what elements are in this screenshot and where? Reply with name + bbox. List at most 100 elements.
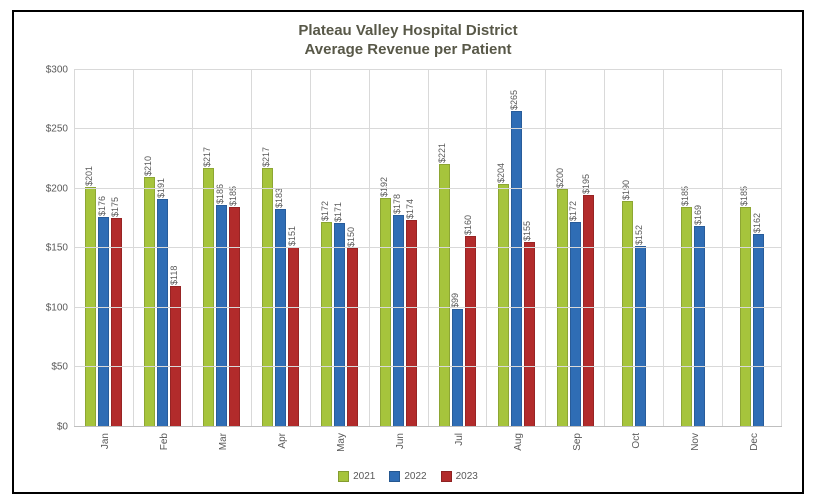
legend-label: 2023 — [456, 471, 478, 482]
bar-groups: $201$176$175$210$191$118$217$186$185$217… — [74, 70, 782, 428]
bar-value-label: $160 — [463, 215, 473, 235]
x-tick-label: Jan — [74, 427, 133, 467]
y-tick-label: $200 — [46, 183, 74, 194]
bar: $162 — [753, 234, 764, 427]
gridline — [74, 69, 782, 70]
bar: $169 — [694, 226, 705, 427]
bar-group: $201$176$175 — [74, 70, 133, 428]
bar-value-label: $174 — [405, 199, 415, 219]
legend-item: 2022 — [389, 471, 426, 482]
bar: $152 — [635, 246, 646, 427]
bar: $186 — [216, 205, 227, 427]
x-tick-label: Dec — [723, 427, 782, 467]
gridline — [74, 128, 782, 129]
bar-value-label: $200 — [555, 168, 565, 188]
bar-value-label: $172 — [320, 201, 330, 221]
bar: $195 — [583, 195, 594, 427]
y-tick-label: $250 — [46, 124, 74, 135]
bar: $204 — [498, 184, 509, 427]
bar-value-label: $217 — [202, 147, 212, 167]
x-tick-label: Feb — [133, 427, 192, 467]
x-tick-label: May — [310, 427, 369, 467]
legend-item: 2023 — [441, 471, 478, 482]
bar: $160 — [465, 236, 476, 427]
bar-value-label: $99 — [450, 293, 460, 308]
bar: $190 — [622, 201, 633, 427]
bar: $99 — [452, 309, 463, 427]
x-tick-label: Aug — [487, 427, 546, 467]
bar: $185 — [681, 207, 692, 427]
bar-value-label: $162 — [752, 213, 762, 233]
bar-value-label: $190 — [621, 180, 631, 200]
bar-value-label: $169 — [693, 205, 703, 225]
bar: $265 — [511, 111, 522, 427]
legend-label: 2022 — [404, 471, 426, 482]
bar-value-label: $172 — [568, 201, 578, 221]
bar-cluster: $200$172$195 — [546, 70, 604, 428]
bar: $175 — [111, 218, 122, 427]
bar-value-label: $178 — [392, 194, 402, 214]
x-tick-label: Sep — [546, 427, 605, 467]
bar-group: $190$152 — [604, 70, 663, 428]
x-tick-label: Nov — [664, 427, 723, 467]
chart-panel: Plateau Valley Hospital District Average… — [12, 10, 804, 494]
bar: $217 — [262, 168, 273, 427]
bar-cluster: $185$169 — [664, 70, 722, 428]
legend-swatch — [441, 471, 452, 482]
bar-value-label: $183 — [274, 188, 284, 208]
bar-cluster: $185$162 — [723, 70, 781, 428]
bar-value-label: $221 — [437, 143, 447, 163]
bar-value-label: $155 — [522, 221, 532, 241]
bar: $217 — [203, 168, 214, 427]
x-tick-label: Apr — [251, 427, 310, 467]
bar-value-label: $210 — [143, 156, 153, 176]
bar-group: $192$178$174 — [369, 70, 428, 428]
bar-group: $172$171$150 — [310, 70, 369, 428]
bar-cluster: $210$191$118 — [134, 70, 192, 428]
x-tick-label: Mar — [192, 427, 251, 467]
y-tick-label: $150 — [46, 243, 74, 254]
bar: $192 — [380, 198, 391, 427]
bar: $151 — [288, 247, 299, 427]
bar: $185 — [229, 207, 240, 427]
bar-cluster: $192$178$174 — [370, 70, 428, 428]
bar-group: $185$162 — [722, 70, 782, 428]
bar-cluster: $172$171$150 — [311, 70, 369, 428]
bar-group: $221$99$160 — [428, 70, 487, 428]
bar-cluster: $201$176$175 — [75, 70, 133, 428]
bar: $185 — [740, 207, 751, 427]
bar-cluster: $190$152 — [605, 70, 663, 428]
bar: $155 — [524, 242, 535, 427]
gridline — [74, 307, 782, 308]
bar: $172 — [321, 222, 332, 427]
bar-cluster: $217$186$185 — [193, 70, 251, 428]
legend-item: 2021 — [338, 471, 375, 482]
bar: $172 — [570, 222, 581, 427]
gridline — [74, 188, 782, 189]
bar-value-label: $152 — [634, 225, 644, 245]
x-tick-label: Jun — [369, 427, 428, 467]
x-axis-labels: JanFebMarAprMayJunJulAugSepOctNovDec — [74, 427, 782, 467]
bar-group: $210$191$118 — [133, 70, 192, 428]
bar-value-label: $118 — [169, 266, 179, 285]
bar-value-label: $175 — [110, 197, 120, 217]
gridline — [74, 366, 782, 367]
legend: 2021 2022 2023 — [14, 467, 802, 492]
gridline — [74, 247, 782, 248]
bar: $150 — [347, 248, 358, 427]
bar: $183 — [275, 209, 286, 427]
bar-group: $204$265$155 — [486, 70, 545, 428]
bar-value-label: $195 — [581, 174, 591, 194]
bar: $174 — [406, 220, 417, 427]
bar-group: $217$183$151 — [251, 70, 310, 428]
bar-value-label: $151 — [287, 226, 297, 246]
legend-swatch — [389, 471, 400, 482]
x-tick-label: Jul — [428, 427, 487, 467]
y-tick-label: $300 — [46, 64, 74, 75]
bar: $176 — [98, 217, 109, 427]
plot-area: $201$176$175$210$191$118$217$186$185$217… — [74, 70, 782, 468]
bar-value-label: $176 — [97, 196, 107, 216]
bar: $210 — [144, 177, 155, 427]
chart-title-line1: Plateau Valley Hospital District — [14, 22, 802, 41]
bar-group: $217$186$185 — [192, 70, 251, 428]
